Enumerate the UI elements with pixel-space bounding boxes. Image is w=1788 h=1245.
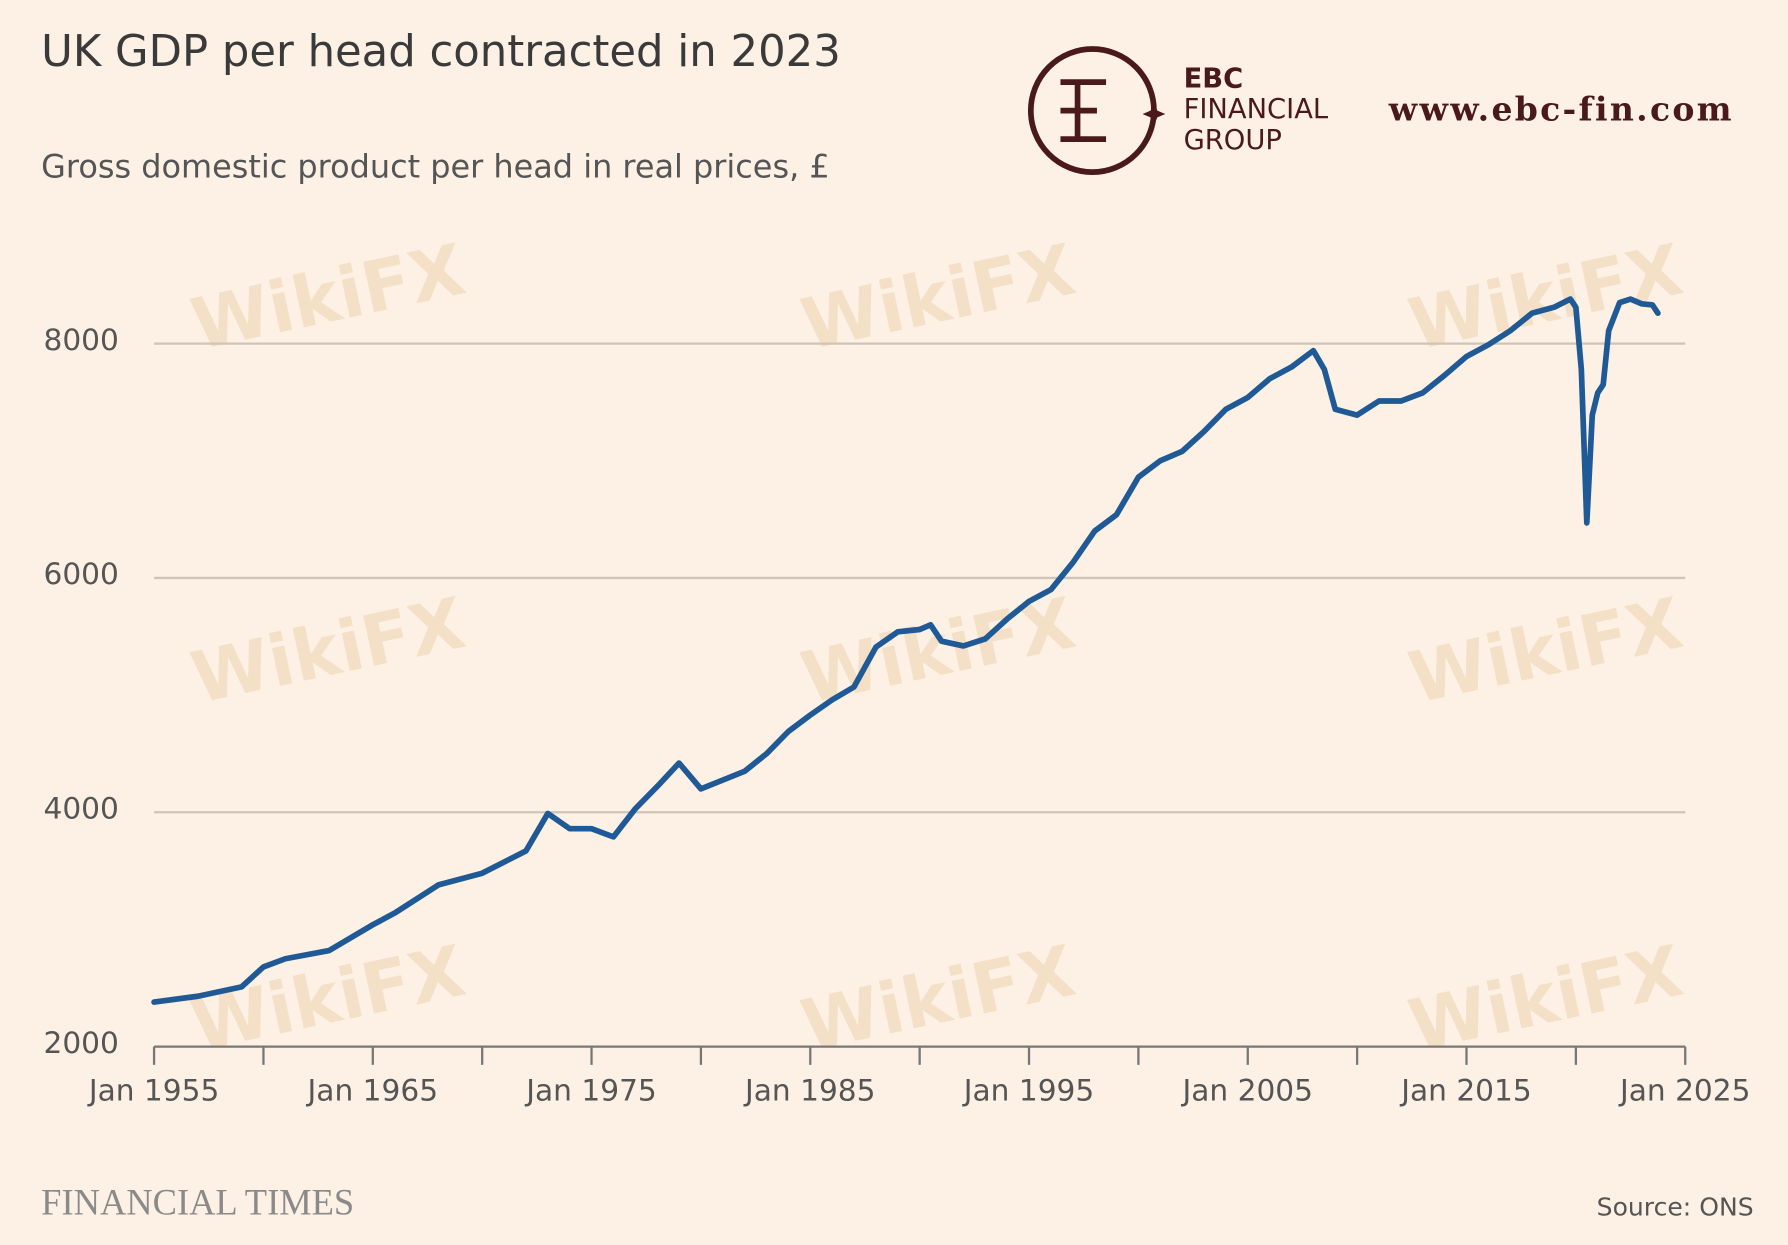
x-tick-label: Jan 2015 [1399,1073,1531,1108]
logo-mark [1060,79,1107,142]
logo-star [1142,102,1166,126]
logo-text: EBC [1184,63,1244,94]
x-tick-label: Jan 2005 [1181,1073,1313,1108]
x-tick-label: Jan 1985 [743,1073,875,1108]
x-tick-label: Jan 1955 [87,1073,219,1108]
logo: EBC FINANCIAL GROUP www.ebc-fin.com [1027,46,1734,176]
y-tick-label: 4000 [43,791,118,826]
y-tick-label: 2000 [43,1025,118,1060]
chart-title: UK GDP per head contracted in 2023 [41,27,841,77]
x-tick-label: Jan 1965 [306,1073,438,1108]
data-line [151,296,1661,1005]
y-tick-label: 8000 [43,322,118,357]
x-tick-label: Jan 2025 [1618,1073,1750,1108]
x-tick-label: Jan 1995 [962,1073,1094,1108]
chart-subtitle: Gross domestic product per head in real … [41,148,829,186]
x-tick-label: Jan 1975 [524,1073,656,1108]
plot: 2000 4000 6000 8000 Jan 1955 Jan 1965 Jan 1975… [43,296,1750,1108]
logo-text: GROUP [1184,125,1282,156]
publisher: FINANCIAL TIMES [41,1182,354,1223]
logo-text: FINANCIAL [1184,94,1329,125]
logo-url: www.ebc-fin.com [1388,90,1734,129]
source: Source: ONS [1597,1193,1754,1222]
y-tick-label: 6000 [43,556,118,591]
